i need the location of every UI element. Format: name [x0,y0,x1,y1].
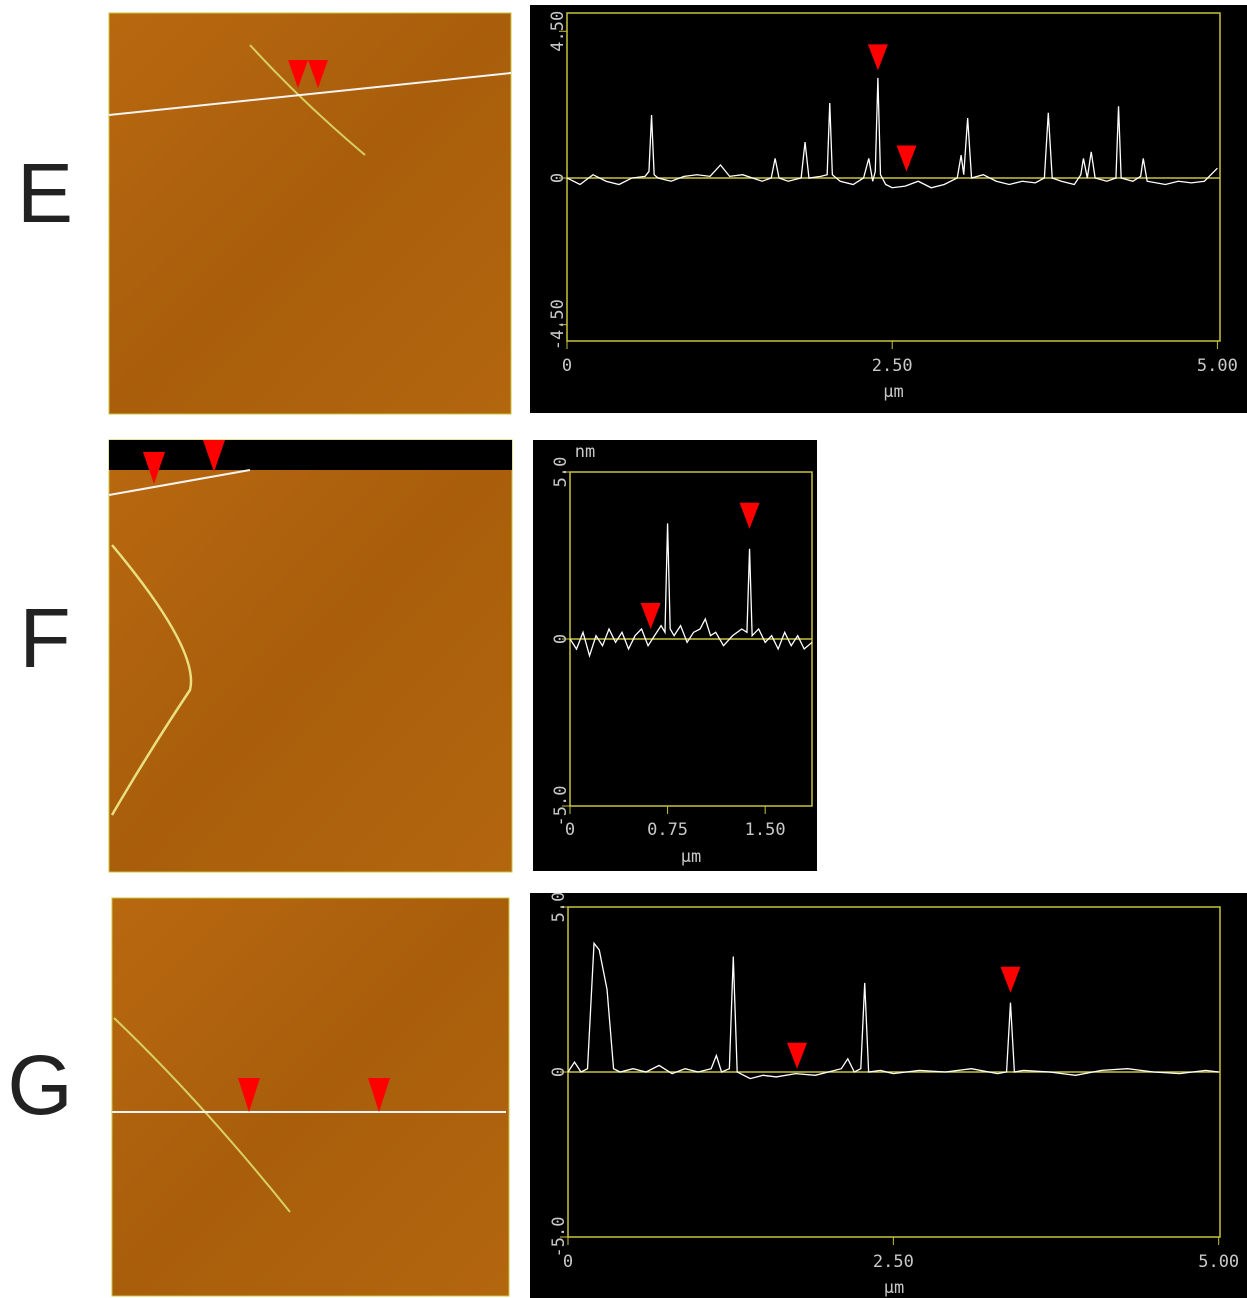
y-tick-label: 0 [548,173,568,183]
y-tick-label: 0 [551,634,571,644]
panel-label: E [17,146,73,240]
x-tick-label: 0 [565,820,575,840]
x-tick-label: 0.75 [647,820,688,840]
cursor-marker [787,1042,808,1069]
cursor-marker [640,602,661,629]
y-tick-label: 5.0 [549,892,569,923]
x-axis-label: µm [883,382,903,402]
y-tick-label: 0 [549,1067,569,1077]
y-tick-label: -5.0 [549,1217,569,1258]
profile-line [566,77,1218,189]
x-tick-label: 5.00 [1198,1252,1239,1272]
x-axis-label: µm [681,847,701,867]
profile-line [569,523,813,658]
panel-label: F [19,591,70,685]
y-tick-label: 4.50 [548,11,568,52]
x-tick-label: 1.50 [745,820,786,840]
cursor-marker [1000,966,1021,993]
y-tick-label: -4.50 [548,299,568,350]
chart-panel [530,5,1247,413]
y-tick-label: 5.0 [551,457,571,488]
cursor-marker [739,502,760,529]
x-tick-label: 0 [562,356,572,376]
x-axis-label: µm [884,1278,904,1298]
x-tick-label: 2.50 [873,1252,914,1272]
y-tick-label: -5.0 [551,786,571,827]
panel-label: G [7,1038,72,1132]
afm-image-g [111,897,510,1297]
chart-panel [530,893,1247,1298]
x-tick-label: 2.50 [872,356,913,376]
x-tick-label: 0 [563,1252,573,1272]
y-axis-label: nm [575,442,595,462]
afm-image-e [108,12,512,415]
cursor-marker [867,44,888,71]
profile-line [567,941,1219,1080]
plot-frame [566,12,1221,342]
chart-panel [533,440,817,871]
cursor-marker [896,145,917,172]
x-tick-label: 5.00 [1197,356,1238,376]
afm-image-f [108,439,513,873]
